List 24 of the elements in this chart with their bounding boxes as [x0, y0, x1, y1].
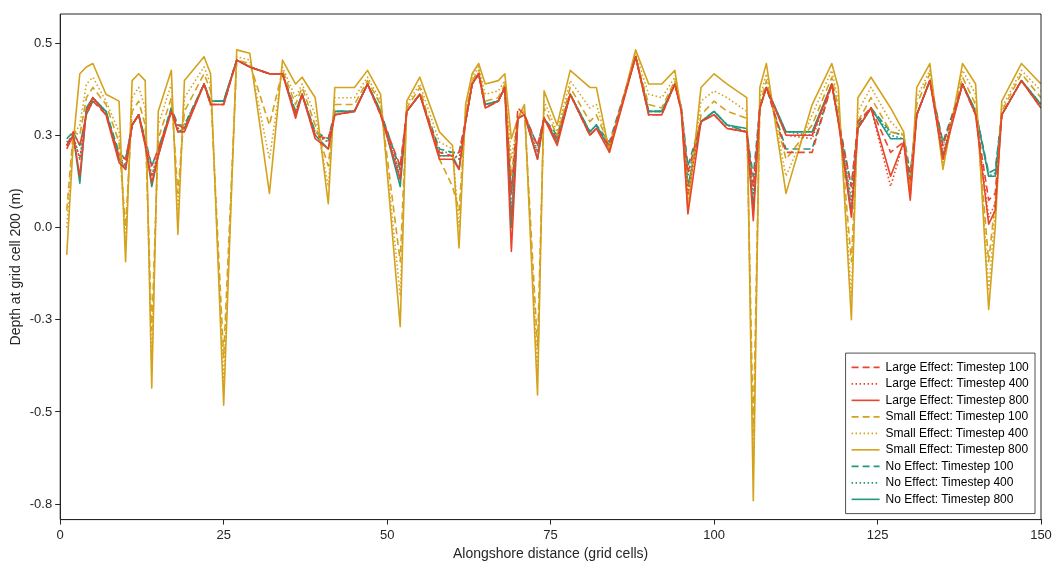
y-tick-label: -0.3	[29, 311, 53, 327]
x-axis-title: Alongshore distance (grid cells)	[452, 545, 649, 562]
legend-label: No Effect: Timestep 800	[885, 491, 1014, 506]
x-tick-label: 125	[866, 526, 889, 542]
y-tick-label: 0.3	[34, 126, 53, 142]
x-tick-label: 100	[703, 526, 725, 542]
y-tick-label: 0.0	[34, 219, 53, 235]
x-tick-label: 25	[216, 526, 231, 542]
legend-label: No Effect: Timestep 100	[885, 458, 1014, 473]
y-tick-label: 0.5	[34, 34, 53, 50]
legend-label: Large Effect: Timestep 100	[885, 359, 1030, 374]
x-tick-label: 75	[543, 526, 558, 542]
legend-label: Small Effect: Timestep 400	[885, 425, 1029, 440]
x-tick-label: 150	[1030, 526, 1052, 542]
y-tick-label: -0.8	[29, 495, 53, 511]
y-tick-label: -0.5	[29, 403, 53, 419]
legend-label: Large Effect: Timestep 800	[885, 392, 1030, 407]
x-tick-label: 0	[56, 526, 64, 542]
y-axis-title: Depth at grid cell 200 (m)	[7, 188, 24, 346]
legend-label: Small Effect: Timestep 100	[885, 409, 1029, 424]
legend-label: Large Effect: Timestep 400	[885, 376, 1030, 391]
legend-label: No Effect: Timestep 400	[885, 475, 1014, 490]
legend-label: Small Effect: Timestep 800	[885, 442, 1029, 457]
x-tick-label: 50	[379, 526, 395, 542]
